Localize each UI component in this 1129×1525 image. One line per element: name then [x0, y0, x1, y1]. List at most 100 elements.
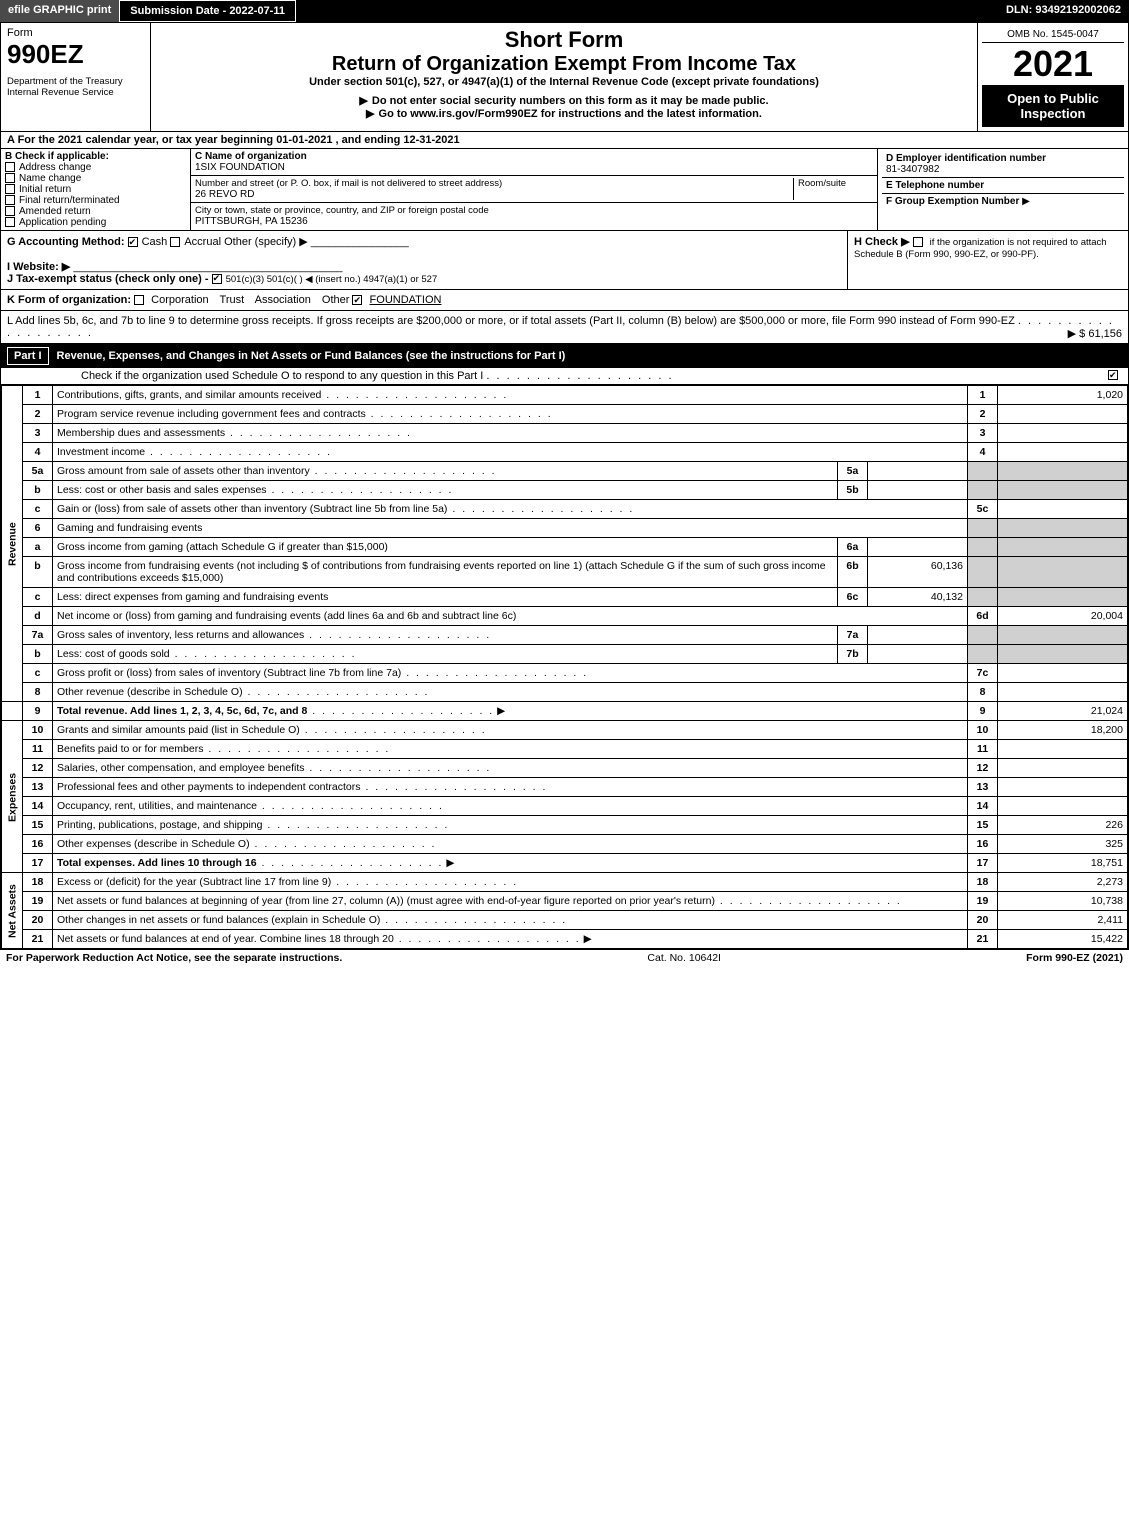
line-7a-mid: 7a: [838, 626, 868, 645]
chk-name-change[interactable]: [5, 173, 15, 183]
line-6a-val: [998, 538, 1128, 557]
line-7a-rnum: [968, 626, 998, 645]
line-11-num: 11: [23, 740, 53, 759]
line-11-rnum: 11: [968, 740, 998, 759]
line-19-desc: Net assets or fund balances at beginning…: [57, 895, 715, 907]
line-7b-rnum: [968, 645, 998, 664]
expenses-side-label: Expenses: [2, 721, 23, 873]
opt-cash: Cash: [142, 236, 168, 248]
line-1-desc: Contributions, gifts, grants, and simila…: [57, 389, 321, 401]
short-form-title: Short Form: [155, 27, 973, 53]
line-8-val: [998, 683, 1128, 702]
line-3-rnum: 3: [968, 424, 998, 443]
line-2-num: 2: [23, 405, 53, 424]
line-17-rnum: 17: [968, 854, 998, 873]
form-word: Form: [7, 27, 144, 39]
chk-initial-return[interactable]: [5, 184, 15, 194]
line-10-num: 10: [23, 721, 53, 740]
chk-accrual[interactable]: [170, 237, 180, 247]
line-14-desc: Occupancy, rent, utilities, and maintena…: [57, 800, 257, 812]
line-6d-rnum: 6d: [968, 607, 998, 626]
line-6c-val: [998, 588, 1128, 607]
chk-501c3[interactable]: [212, 274, 222, 284]
chk-application-pending[interactable]: [5, 217, 15, 227]
opt-accrual: Accrual: [184, 236, 221, 248]
line-20-num: 20: [23, 911, 53, 930]
line-6-val: [998, 519, 1128, 538]
line-7b-num: b: [23, 645, 53, 664]
line-2-rnum: 2: [968, 405, 998, 424]
section-k-label: K Form of organization:: [7, 294, 131, 306]
line-5c-desc: Gain or (loss) from sale of assets other…: [57, 503, 447, 515]
section-b-title: B Check if applicable:: [5, 151, 109, 162]
line-17-desc: Total expenses. Add lines 10 through 16: [57, 857, 257, 869]
line-14-rnum: 14: [968, 797, 998, 816]
top-bar: efile GRAPHIC print Submission Date - 20…: [0, 0, 1129, 22]
line-7b-mid: 7b: [838, 645, 868, 664]
chk-final-return[interactable]: [5, 195, 15, 205]
chk-schedule-o[interactable]: [1108, 370, 1118, 380]
line-6-desc: Gaming and fundraising events: [57, 522, 202, 534]
line-5b-val: [998, 481, 1128, 500]
line-5b-desc: Less: cost or other basis and sales expe…: [57, 484, 267, 496]
line-6b-desc: Gross income from fundraising events (no…: [57, 560, 826, 584]
line-9-desc: Total revenue. Add lines 1, 2, 3, 4, 5c,…: [57, 705, 307, 717]
sections-def: D Employer identification number 81-3407…: [878, 149, 1128, 230]
line-6c-midval: 40,132: [868, 588, 968, 607]
line-20-rnum: 20: [968, 911, 998, 930]
opt-other-method: Other (specify) ▶: [224, 236, 308, 248]
line-6c-desc: Less: direct expenses from gaming and fu…: [57, 591, 328, 603]
footer-left: For Paperwork Reduction Act Notice, see …: [6, 952, 342, 964]
line-16-val: 325: [998, 835, 1128, 854]
line-12-num: 12: [23, 759, 53, 778]
line-10-val: 18,200: [998, 721, 1128, 740]
section-c-label: C Name of organization: [195, 151, 307, 162]
section-e-label: E Telephone number: [886, 180, 984, 191]
irs-label: Internal Revenue Service: [7, 87, 144, 98]
ssn-note: Do not enter social security numbers on …: [155, 94, 973, 107]
chk-cash[interactable]: [128, 237, 138, 247]
line-7a-desc: Gross sales of inventory, less returns a…: [57, 629, 304, 641]
form-container: Form 990EZ Department of the Treasury In…: [0, 22, 1129, 950]
other-org-value: FOUNDATION: [370, 294, 442, 306]
line-21-num: 21: [23, 930, 53, 949]
part-1-header: Part I Revenue, Expenses, and Changes in…: [1, 344, 1128, 368]
opts-k: Corporation Trust Association Other: [151, 294, 349, 306]
subtitle: Under section 501(c), 527, or 4947(a)(1)…: [155, 76, 973, 88]
line-15-desc: Printing, publications, postage, and shi…: [57, 819, 262, 831]
efile-label[interactable]: efile GRAPHIC print: [0, 0, 119, 22]
check-note-text: Check if the organization used Schedule …: [81, 370, 483, 382]
line-21-rnum: 21: [968, 930, 998, 949]
line-6a-num: a: [23, 538, 53, 557]
line-8-desc: Other revenue (describe in Schedule O): [57, 686, 243, 698]
line-7b-midval: [868, 645, 968, 664]
section-j-label: J Tax-exempt status (check only one) -: [7, 273, 209, 285]
line-6b-val: [998, 557, 1128, 588]
chk-amended-return[interactable]: [5, 206, 15, 216]
line-3-desc: Membership dues and assessments: [57, 427, 225, 439]
line-16-desc: Other expenses (describe in Schedule O): [57, 838, 250, 850]
chk-corporation[interactable]: [134, 295, 144, 305]
line-9-num: 9: [23, 702, 53, 721]
chk-schedule-b[interactable]: [913, 237, 923, 247]
section-c: C Name of organization 1SIX FOUNDATION N…: [191, 149, 878, 230]
page-footer: For Paperwork Reduction Act Notice, see …: [0, 950, 1129, 966]
goto-note[interactable]: Go to www.irs.gov/Form990EZ for instruct…: [155, 107, 973, 120]
line-5a-midval: [868, 462, 968, 481]
line-7c-val: [998, 664, 1128, 683]
line-18-rnum: 18: [968, 873, 998, 892]
lines-table: Revenue 1 Contributions, gifts, grants, …: [1, 385, 1128, 949]
line-7c-num: c: [23, 664, 53, 683]
part-1-label: Part I: [7, 347, 49, 365]
city-label: City or town, state or province, country…: [195, 205, 489, 216]
chk-address-change[interactable]: [5, 162, 15, 172]
chk-other-org[interactable]: [352, 295, 362, 305]
line-7a-val: [998, 626, 1128, 645]
opt-initial-return: Initial return: [19, 184, 71, 195]
line-17-num: 17: [23, 854, 53, 873]
section-l-text: L Add lines 5b, 6c, and 7b to line 9 to …: [7, 315, 1015, 327]
line-5b-rnum: [968, 481, 998, 500]
line-5a-rnum: [968, 462, 998, 481]
line-14-val: [998, 797, 1128, 816]
line-6a-rnum: [968, 538, 998, 557]
